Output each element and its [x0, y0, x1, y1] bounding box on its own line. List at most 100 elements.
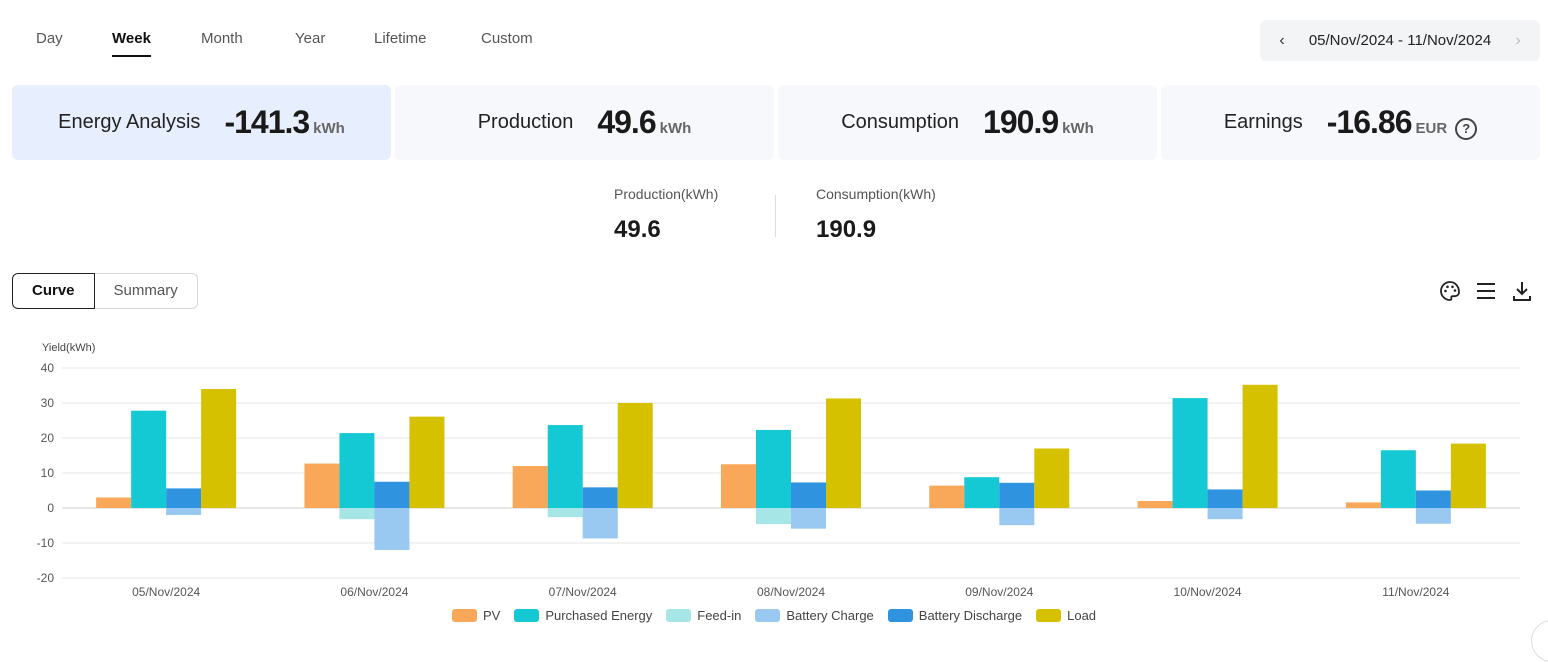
curve-button[interactable]: Curve [12, 273, 95, 309]
tab-day[interactable]: Day [36, 30, 63, 47]
bar-battery-charge [999, 508, 1035, 526]
menu-icon[interactable] [1474, 279, 1498, 303]
bar-pv [929, 485, 965, 508]
card-value: -141.3 [224, 104, 310, 140]
bar-load [1242, 384, 1278, 508]
x-tick-label: 09/Nov/2024 [965, 585, 1033, 599]
x-tick-label: 10/Nov/2024 [1174, 585, 1242, 599]
card-unit: EUR [1415, 120, 1448, 137]
card-label: Energy Analysis [58, 111, 201, 133]
x-tick-label: 06/Nov/2024 [340, 585, 408, 599]
bar-battery-discharge [999, 482, 1035, 508]
legend-label: PV [482, 608, 501, 623]
legend-item[interactable]: Battery Charge [755, 608, 874, 623]
stat-label: Production(kWh) [614, 186, 719, 202]
y-tick-label: 0 [47, 501, 54, 515]
bar-battery-charge [166, 508, 202, 515]
legend-item[interactable]: Feed-in [666, 608, 741, 623]
stat-value: 49.6 [614, 216, 661, 243]
bars [96, 384, 1486, 550]
card-value: -16.86 [1326, 104, 1413, 140]
tab-week[interactable]: Week [112, 30, 151, 57]
bar-purchased-energy [547, 425, 583, 508]
legend-label: Purchased Energy [545, 608, 653, 623]
view-toggle: Curve Summary [12, 273, 198, 309]
floating-button[interactable] [1531, 620, 1548, 662]
tab-year[interactable]: Year [295, 30, 326, 47]
palette-icon[interactable] [1438, 279, 1462, 303]
card-label: Consumption [841, 111, 960, 133]
legend-item[interactable]: Load [1036, 608, 1096, 623]
card-consumption[interactable]: Consumption 190.9 kWh [778, 85, 1157, 160]
legend-swatch [1036, 609, 1062, 622]
x-tick-label: 11/Nov/2024 [1382, 585, 1449, 599]
bar-pv [1345, 502, 1381, 508]
legend-label: Battery Charge [786, 608, 874, 623]
bar-battery-discharge [791, 482, 826, 508]
tab-custom[interactable]: Custom [481, 30, 533, 47]
bar-battery-charge [791, 508, 826, 529]
consumption-stat: Consumption(kWh) 190.9 [816, 186, 936, 244]
download-icon[interactable] [1510, 279, 1534, 303]
legend-label: Load [1067, 608, 1097, 623]
chart-legend: PV Purchased Energy Feed-in Battery Charge B… [0, 608, 1548, 623]
legend-label: Feed-in [697, 608, 742, 623]
card-label: Earnings [1223, 111, 1303, 133]
y-tick-label: 40 [41, 361, 55, 375]
bar-load [1450, 443, 1486, 508]
bar-load [201, 389, 237, 508]
y-tick-label: -20 [37, 571, 55, 585]
legend-swatch [666, 609, 692, 622]
bar-pv [1137, 501, 1173, 508]
bar-load [617, 403, 653, 508]
card-unit: kWh [659, 120, 692, 137]
stat-label: Consumption(kWh) [816, 186, 936, 202]
card-production[interactable]: Production 49.6 kWh [395, 85, 774, 160]
bar-purchased-energy [756, 429, 791, 508]
bar-purchased-energy [1172, 398, 1208, 508]
bar-battery-charge [1415, 508, 1451, 524]
chevron-left-icon[interactable]: ‹ [1279, 31, 1285, 49]
bar-purchased-energy [1380, 450, 1416, 508]
bar-battery-charge [582, 508, 618, 539]
divider [775, 195, 776, 237]
card-earnings[interactable]: Earnings -16.86 EUR? [1161, 85, 1540, 160]
date-range[interactable]: 05/Nov/2024 - 11/Nov/2024 [1308, 32, 1492, 49]
energy-bar-chart: Yield(kWh) 40 30 20 10 0 -10 -20 05/Nov/2024 06… [37, 342, 1520, 599]
card-label: Production [477, 111, 574, 133]
chevron-right-icon[interactable]: › [1515, 31, 1521, 49]
y-tick-labels: 40 30 20 10 0 -10 -20 [37, 361, 55, 585]
legend-item[interactable]: Purchased Energy [514, 608, 652, 623]
legend-item[interactable]: Battery Discharge [887, 608, 1022, 623]
bar-battery-discharge [374, 481, 410, 508]
tab-month[interactable]: Month [201, 30, 243, 47]
card-unit: kWh [313, 120, 345, 137]
date-navigator: ‹ 05/Nov/2024 - 11/Nov/2024 › [1260, 20, 1540, 61]
bar-purchased-energy [339, 433, 375, 508]
bar-battery-discharge [166, 488, 202, 508]
card-energy-analysis[interactable]: Energy Analysis -141.3 kWh [12, 85, 391, 160]
legend-swatch [451, 609, 477, 622]
bar-battery-discharge [582, 487, 618, 508]
bar-load [409, 416, 445, 508]
help-icon[interactable]: ? [1455, 117, 1478, 140]
card-value: 49.6 [597, 104, 656, 140]
bar-load [1034, 448, 1070, 508]
bar-feed-in [339, 508, 375, 520]
bar-battery-charge [374, 508, 410, 550]
stat-value: 190.9 [816, 216, 877, 243]
card-value: 190.9 [983, 104, 1059, 140]
legend-item[interactable]: PV [451, 608, 501, 623]
card-unit: kWh [1062, 120, 1094, 137]
x-tick-label: 08/Nov/2024 [757, 585, 825, 599]
bar-purchased-energy [964, 477, 1000, 508]
x-tick-label: 07/Nov/2024 [549, 585, 617, 599]
y-tick-label: 30 [41, 396, 55, 410]
legend-swatch [755, 609, 781, 622]
y-tick-label: 20 [41, 431, 55, 445]
bar-pv [96, 497, 132, 508]
tab-lifetime[interactable]: Lifetime [374, 30, 427, 47]
bar-feed-in [547, 508, 583, 518]
summary-button[interactable]: Summary [94, 273, 198, 309]
bar-battery-discharge [1207, 489, 1243, 508]
